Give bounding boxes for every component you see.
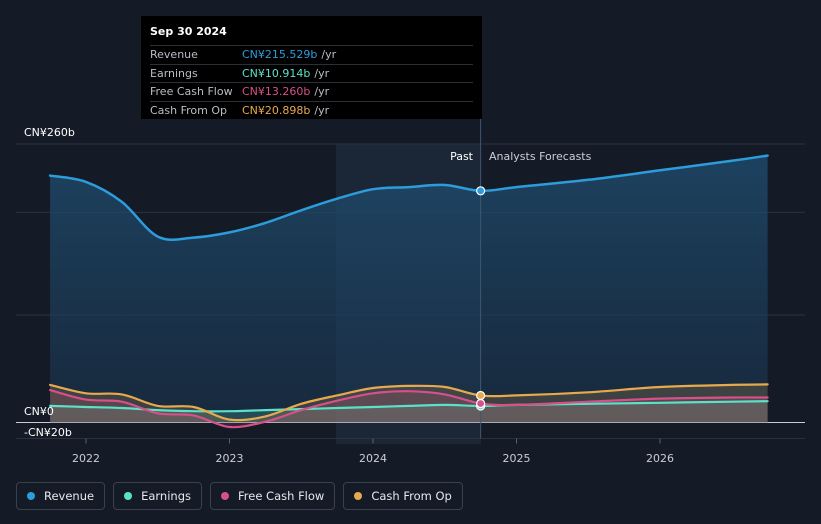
tooltip-value: CN¥20.898b: [242, 103, 311, 117]
y-axis-zero-label: CN¥0: [24, 405, 54, 418]
tooltip-row-revenue: Revenue CN¥215.529b /yr: [150, 45, 473, 64]
x-tick-label: 2023: [216, 452, 244, 465]
tooltip-unit: /yr: [314, 103, 330, 117]
legend-dot-icon: [221, 492, 229, 500]
legend-label: Free Cash Flow: [238, 489, 325, 503]
tooltip-date: Sep 30 2024: [150, 25, 227, 38]
y-axis-negative-label: -CN¥20b: [24, 426, 72, 439]
tooltip: Sep 30 2024 Revenue CN¥215.529b /yr Earn…: [141, 16, 482, 119]
legend-dot-icon: [27, 492, 35, 500]
line-cash-from-op: [49, 383, 769, 422]
marker-cash-from-op: [476, 390, 486, 401]
tooltip-label: Free Cash Flow: [150, 85, 233, 98]
area-revenue: [50, 155, 768, 423]
legend-item-cash-from-op[interactable]: Cash From Op: [343, 482, 463, 510]
marker-free-cash-flow: [476, 398, 486, 409]
x-tick-label: 2022: [72, 452, 100, 465]
line-revenue: [48, 154, 769, 241]
x-tick-label: 2024: [359, 452, 387, 465]
legend-label: Earnings: [141, 489, 191, 503]
legend-item-free-cash-flow[interactable]: Free Cash Flow: [210, 482, 336, 510]
line-earnings: [49, 400, 769, 413]
x-tick-label: 2025: [503, 452, 531, 465]
x-axis-ticks: 2022 2023 2024 2025 2026: [72, 438, 674, 465]
series-lines: [48, 154, 769, 429]
legend: Revenue Earnings Free Cash Flow Cash Fro…: [16, 482, 463, 510]
tooltip-unit: /yr: [314, 85, 330, 98]
series-areas: [50, 155, 768, 428]
legend-item-earnings[interactable]: Earnings: [113, 482, 202, 510]
legend-item-revenue[interactable]: Revenue: [16, 482, 106, 510]
forecast-label: Analysts Forecasts: [489, 150, 592, 163]
line-free-cash-flow: [49, 389, 769, 429]
area-earnings: [50, 401, 768, 423]
tooltip-row-free-cash-flow: Free Cash Flow CN¥13.260b /yr: [150, 82, 473, 101]
past-label: Past: [450, 150, 474, 163]
tooltip-value: CN¥215.529b: [242, 48, 318, 61]
area-cash-from-op: [50, 384, 768, 423]
tooltip-label: Revenue: [150, 48, 198, 61]
x-tick-label: 2026: [646, 452, 674, 465]
series-markers: [476, 186, 486, 411]
y-axis-top-label: CN¥260b: [24, 126, 75, 139]
tooltip-label: Cash From Op: [150, 103, 228, 117]
tooltip-value: CN¥13.260b: [242, 85, 311, 98]
area-free-cash-flow: [50, 390, 768, 428]
tooltip-unit: /yr: [314, 66, 330, 80]
legend-label: Cash From Op: [371, 489, 452, 503]
tooltip-unit: /yr: [321, 48, 337, 61]
legend-dot-icon: [354, 492, 363, 500]
legend-dot-icon: [124, 492, 133, 500]
marker-revenue: [476, 186, 486, 196]
tooltip-value: CN¥10.914b: [242, 66, 311, 80]
legend-label: Revenue: [44, 489, 95, 503]
tooltip-row-earnings: Earnings CN¥10.914b /yr: [150, 63, 473, 83]
tooltip-label: Earnings: [150, 66, 198, 80]
tooltip-row-cash-from-op: Cash From Op CN¥20.898b /yr: [150, 100, 473, 120]
